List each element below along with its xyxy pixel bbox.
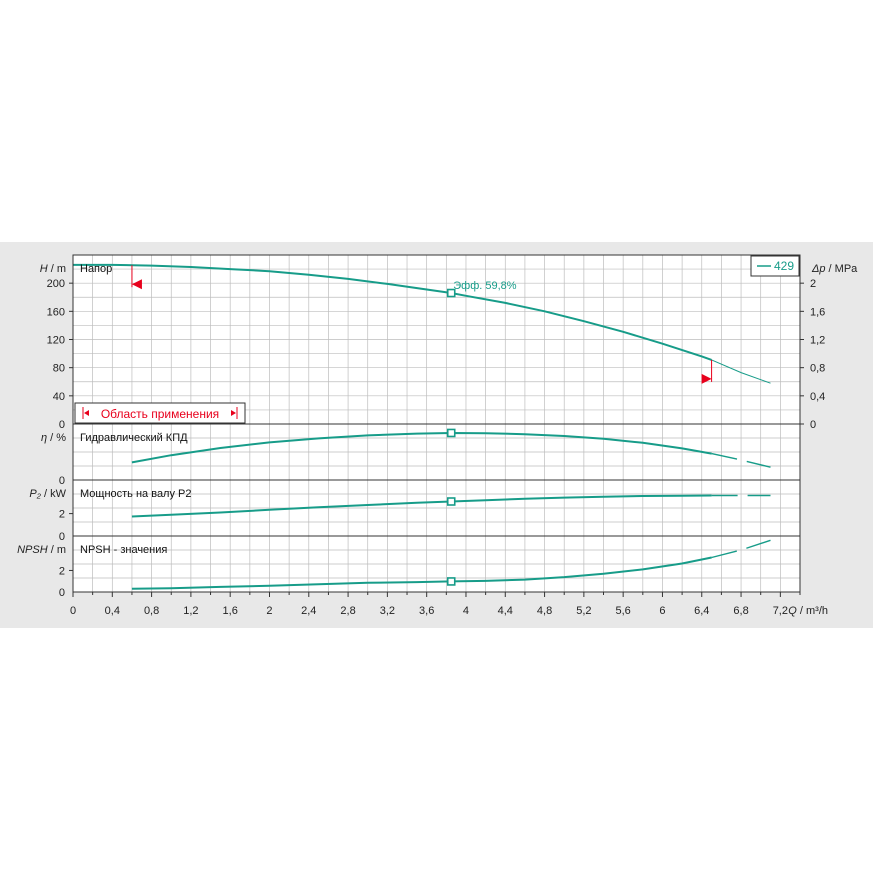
x-tick-label: 6 <box>659 605 665 617</box>
x-tick-label: 1,2 <box>183 605 198 617</box>
right-tick-label: 0,4 <box>810 391 825 403</box>
operating-point-marker <box>446 577 456 586</box>
y-tick-label: 0 <box>59 587 65 599</box>
y-tick-label: 160 <box>47 306 65 318</box>
x-tick-label: 4,4 <box>498 605 513 617</box>
x-axis-label-variable: Q <box>788 605 797 617</box>
application-range-max-arrow <box>701 373 712 384</box>
x-tick-label: 5,6 <box>616 605 631 617</box>
operating-point-marker <box>446 428 456 438</box>
y-axis-label-variable: H <box>40 263 48 275</box>
x-tick-label: 2,8 <box>340 605 355 617</box>
axes <box>69 254 804 597</box>
x-tick-label: 5,2 <box>576 605 591 617</box>
y-axis-label: η / % <box>41 432 66 444</box>
y-axis-label: P₂ / kW <box>29 488 66 500</box>
application-range-box-arrow-right <box>231 410 236 416</box>
right-axis-label-unit: / MPa <box>826 263 859 275</box>
right-tick-label: 1,6 <box>810 306 825 318</box>
y-tick-label: 0 <box>59 531 65 543</box>
x-tick-label: 1,6 <box>223 605 238 617</box>
operating-point-label: Эфф. 59,8% <box>453 280 517 292</box>
y-axis-label-variable: P₂ <box>29 488 41 500</box>
right-tick-label: 0,8 <box>810 363 825 375</box>
x-tick-label: 4,8 <box>537 605 552 617</box>
y-tick-label: 2 <box>59 565 65 577</box>
y-axis-label: H / m <box>40 263 66 275</box>
panel-title-efficiency: Гидравлический КПД <box>80 432 188 444</box>
curve-head <box>73 263 712 361</box>
plot-frame <box>72 254 801 593</box>
y-axis-label-variable: η <box>41 432 47 444</box>
x-tick-label: 6,4 <box>694 605 709 617</box>
legend-box <box>750 255 800 277</box>
y-axis-label-unit: / % <box>47 432 66 444</box>
panel-title-head: Напор <box>80 263 112 275</box>
right-axis-label-variable: Δp <box>811 263 826 275</box>
x-axis-label-unit: / m³/h <box>797 605 828 617</box>
y-tick-label: 200 <box>47 278 65 290</box>
y-tick-label: 0 <box>59 475 65 487</box>
x-axis-label: Q / m³/h <box>788 605 828 617</box>
x-tick-label: 6,8 <box>733 605 748 617</box>
operating-point-marker <box>446 288 456 298</box>
curve-efficiency-extension <box>711 452 771 468</box>
curve-head-extension <box>711 359 771 384</box>
x-tick-label: 2 <box>266 605 272 617</box>
application-range-box-arrow-left <box>84 410 89 416</box>
application-range-box <box>74 402 246 424</box>
y-tick-label: 0 <box>59 419 65 431</box>
panel-title-npsh: NPSH - значения <box>80 544 167 556</box>
y-axis-label-variable: NPSH <box>17 544 48 556</box>
right-tick-label: 0 <box>810 419 816 431</box>
legend-label: 429 <box>774 259 794 273</box>
x-tick-label: 0,8 <box>144 605 159 617</box>
y-axis-label: NPSH / m <box>17 544 66 556</box>
y-axis-label-unit: / m <box>48 544 66 556</box>
x-tick-label: 7,2 <box>773 605 788 617</box>
y-tick-label: 120 <box>47 335 65 347</box>
x-tick-label: 0 <box>70 605 76 617</box>
application-range-min-arrow <box>131 279 142 290</box>
y-axis-label-unit: / kW <box>41 488 67 500</box>
y-tick-label: 40 <box>53 391 65 403</box>
application-range-label: Область применения <box>101 407 219 421</box>
x-tick-label: 3,6 <box>419 605 434 617</box>
y-tick-label: 80 <box>53 363 65 375</box>
right-tick-label: 1,2 <box>810 335 825 347</box>
x-tick-label: 0,4 <box>105 605 120 617</box>
x-tick-label: 3,2 <box>380 605 395 617</box>
right-tick-label: 2 <box>810 278 816 290</box>
curve-npsh-extension <box>711 539 771 559</box>
right-axis-label: Δp / MPa <box>811 263 858 275</box>
curves <box>73 263 771 590</box>
x-tick-label: 2,4 <box>301 605 316 617</box>
panel-title-power: Мощность на валу P2 <box>80 488 192 500</box>
x-tick-label: 4 <box>463 605 469 617</box>
y-axis-label-unit: / m <box>48 263 66 275</box>
y-tick-label: 2 <box>59 509 65 521</box>
operating-point-marker <box>446 497 456 506</box>
